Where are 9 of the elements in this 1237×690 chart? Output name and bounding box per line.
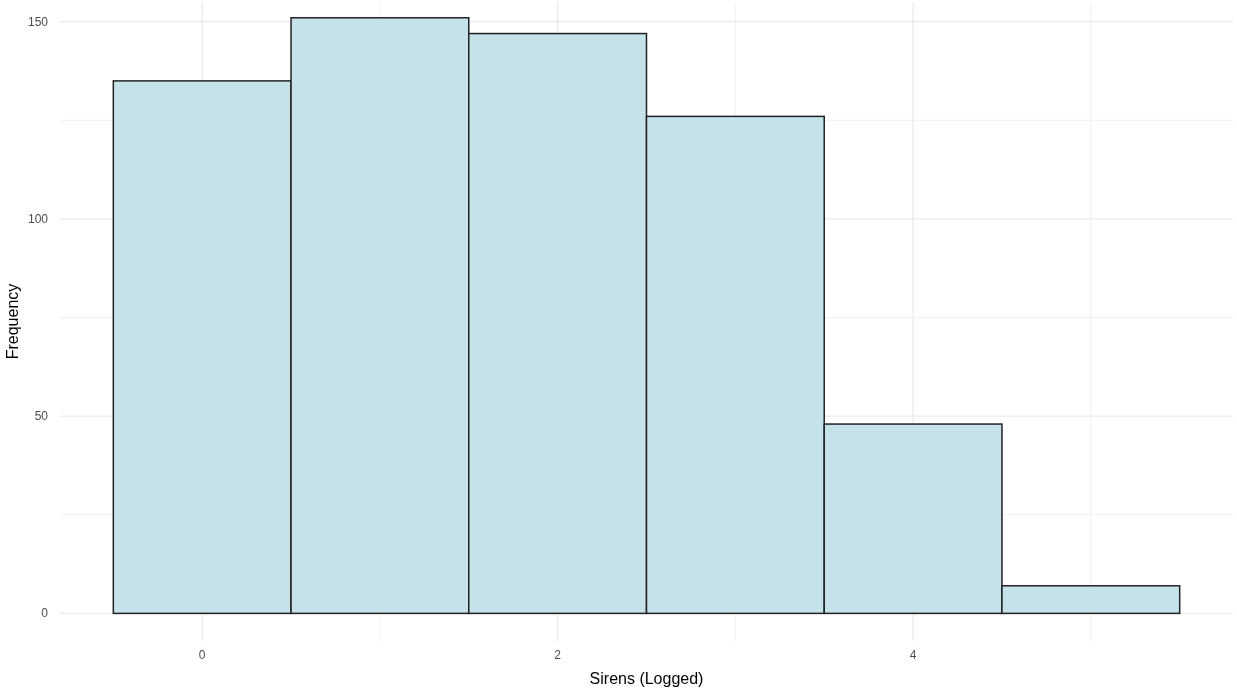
x-tick-label: 4 (909, 648, 917, 662)
x-tick-label: 2 (554, 648, 562, 662)
y-tick-label: 50 (34, 409, 49, 424)
x-tick-label: 0 (198, 648, 206, 662)
x-axis-title: Sirens (Logged) (589, 670, 704, 687)
y-tick-label: 150 (27, 14, 49, 29)
y-axis-title: Frequency (4, 283, 21, 360)
y-tick-label: 0 (41, 606, 49, 621)
y-tick-label: 100 (27, 211, 49, 226)
